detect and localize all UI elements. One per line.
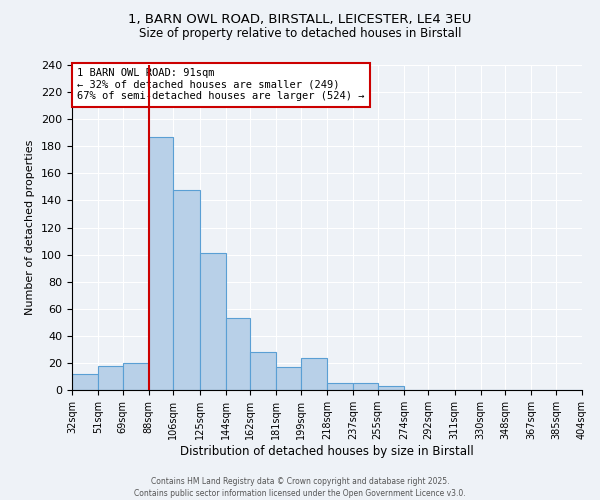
Text: Contains public sector information licensed under the Open Government Licence v3: Contains public sector information licen…	[134, 489, 466, 498]
Bar	[327, 383, 353, 390]
Y-axis label: Number of detached properties: Number of detached properties	[25, 140, 35, 315]
Bar	[173, 190, 200, 390]
Bar	[72, 374, 98, 390]
Bar	[250, 352, 276, 390]
Bar	[378, 386, 404, 390]
Bar	[123, 363, 149, 390]
Bar	[226, 318, 250, 390]
Bar	[276, 367, 301, 390]
Bar	[98, 366, 123, 390]
Text: 1, BARN OWL ROAD, BIRSTALL, LEICESTER, LE4 3EU: 1, BARN OWL ROAD, BIRSTALL, LEICESTER, L…	[128, 12, 472, 26]
Text: Size of property relative to detached houses in Birstall: Size of property relative to detached ho…	[139, 28, 461, 40]
Text: Contains HM Land Registry data © Crown copyright and database right 2025.: Contains HM Land Registry data © Crown c…	[151, 478, 449, 486]
Bar	[353, 383, 378, 390]
Bar	[199, 253, 226, 390]
Bar	[149, 137, 173, 390]
X-axis label: Distribution of detached houses by size in Birstall: Distribution of detached houses by size …	[180, 445, 474, 458]
Text: 1 BARN OWL ROAD: 91sqm
← 32% of detached houses are smaller (249)
67% of semi-de: 1 BARN OWL ROAD: 91sqm ← 32% of detached…	[77, 68, 365, 102]
Bar	[301, 358, 327, 390]
